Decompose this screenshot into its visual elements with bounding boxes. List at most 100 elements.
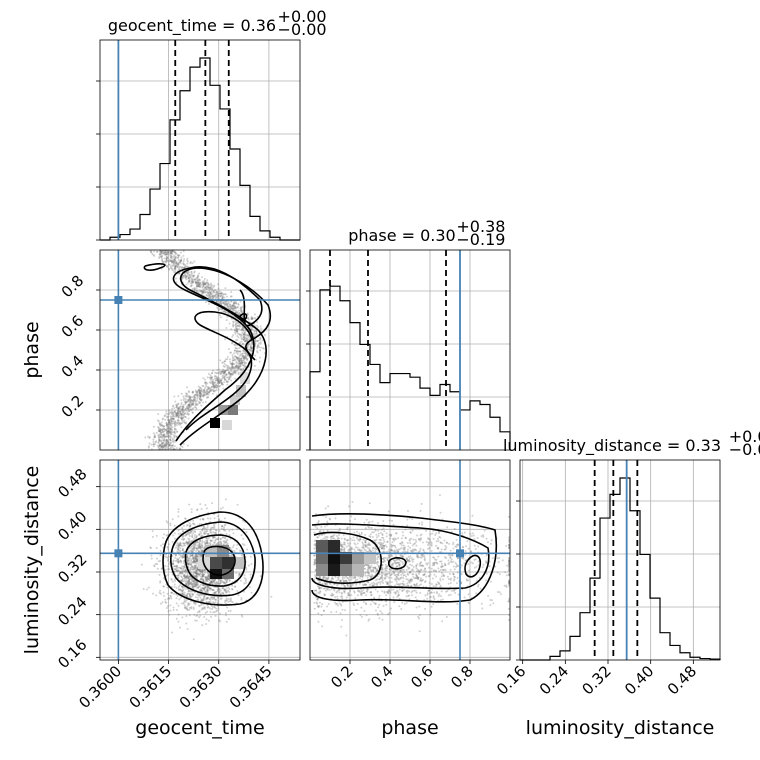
sample-point [164,260,167,263]
sample-point [237,350,240,353]
sample-point [176,263,179,266]
sample-point [181,409,184,412]
sample-point [403,549,406,552]
sample-point [243,338,246,341]
sample-point [201,578,204,581]
sample-point [169,609,172,612]
sample-point [364,602,367,605]
sample-point [346,580,349,583]
density-block [222,420,232,430]
sample-point [244,339,247,342]
sample-point [204,286,207,289]
sample-point [177,558,180,561]
sample-point [206,589,209,592]
sample-point [190,408,193,411]
sample-point [238,362,241,365]
sample-point [176,266,179,269]
sample-point [174,423,177,426]
sample-point [198,553,201,556]
sample-point [184,600,187,603]
sample-point [215,290,218,293]
sample-point [234,355,237,358]
sample-point [199,545,202,548]
sample-point [181,549,184,552]
sample-point [206,282,209,285]
sample-point [202,597,205,600]
sample-point [166,435,169,438]
sample-point [195,581,198,584]
sample-point [164,601,167,604]
sample-point [197,284,200,287]
sample-point [215,372,218,375]
sample-point [171,580,174,583]
sample-point [364,564,367,567]
sample-point [177,421,180,424]
sample-point [199,387,202,390]
sample-point [208,582,211,585]
sample-point [248,348,251,351]
sample-point [182,556,185,559]
sample-point [179,544,182,547]
sample-point [192,585,195,588]
sample-point [156,250,159,253]
sample-point [185,392,188,395]
sample-point [209,531,212,534]
panel-title-geocent_time: geocent_time = 0.36 [108,16,276,36]
sample-point [179,570,182,573]
sample-point [182,542,185,545]
sample-point [318,576,321,579]
sample-point [249,325,252,328]
sample-point [198,389,201,392]
sample-point [204,401,207,404]
sample-point [214,385,217,388]
sample-point [191,391,194,394]
sample-point [166,427,169,430]
sample-point [179,260,182,263]
sample-point [168,421,171,424]
sample-point [195,564,198,567]
sample-point [190,401,193,404]
sample-point [256,324,259,327]
sample-point [206,524,209,527]
sample-point [247,318,250,321]
sample-point [343,548,346,551]
sample-point [176,410,179,413]
sample-point [160,428,163,431]
sample-point [210,615,213,618]
sample-point [204,527,207,530]
sample-point [212,382,215,385]
sample-point [179,550,182,553]
sample-point [187,404,190,407]
sample-point [176,566,179,569]
sample-point [189,596,192,599]
sample-point [242,332,245,335]
sample-point [208,587,211,590]
sample-point [239,342,242,345]
sample-point [205,596,208,599]
sample-point [170,430,173,433]
sample-point [170,260,173,263]
sample-point [173,436,176,439]
sample-point [219,301,222,304]
sample-point [196,548,199,551]
sample-point [188,280,191,283]
sample-point [192,402,195,405]
sample-point [180,413,183,416]
sample-point [145,588,148,591]
sample-point [346,592,349,595]
sample-point [236,328,239,331]
sample-point [169,432,172,435]
sample-point [203,282,206,285]
sample-point [235,329,238,332]
sample-point [223,371,226,374]
sample-point [199,548,202,551]
sample-point [186,262,189,265]
sample-point [212,589,215,592]
sample-point [238,347,241,350]
sample-point [172,259,175,262]
sample-point [199,583,202,586]
sample-point [375,583,378,586]
sample-point [184,581,187,584]
sample-point [202,570,205,573]
